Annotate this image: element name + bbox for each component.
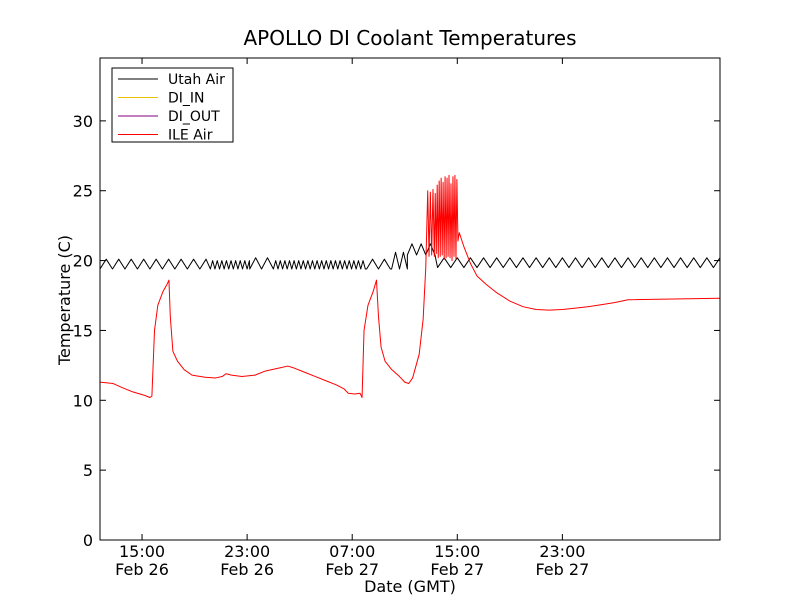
y-tick-label: 10 (73, 391, 93, 410)
legend-label: DI_IN (168, 91, 205, 107)
y-tick-label: 5 (83, 461, 93, 480)
x-axis-title: Date (GMT) (364, 577, 456, 596)
y-axis-title: Temperature (C) (55, 235, 74, 366)
legend-label: ILE Air (168, 128, 213, 144)
x-tick-label-time: 23:00 (539, 542, 585, 561)
x-tick-label-date: Feb 27 (325, 560, 379, 579)
series-line-utah-air (100, 243, 720, 270)
x-tick-label-date: Feb 27 (430, 560, 484, 579)
y-tick-label: 0 (83, 531, 93, 550)
legend-label: DI_OUT (168, 109, 220, 125)
y-tick-label: 20 (73, 252, 93, 271)
x-tick-label-date: Feb 27 (535, 560, 589, 579)
plot-area (100, 174, 720, 398)
plot-frame (99, 57, 721, 541)
legend-box (111, 67, 234, 143)
x-tick-label-time: 23:00 (224, 542, 270, 561)
x-tick-label-time: 07:00 (329, 542, 375, 561)
chart-title: APOLLO DI Coolant Temperatures (243, 26, 576, 50)
series-line-ile-air (100, 174, 720, 398)
legend: Utah Air DI_IN DI_OUT ILE Air (111, 67, 234, 144)
y-tick-label: 30 (73, 112, 93, 131)
x-tick-label-time: 15:00 (119, 542, 165, 561)
x-tick-label-date: Feb 26 (115, 560, 169, 579)
y-tick-label: 25 (73, 182, 93, 201)
x-tick-label-date: Feb 26 (220, 560, 274, 579)
legend-label: Utah Air (168, 72, 225, 88)
y-tick-label: 15 (73, 321, 93, 340)
x-tick-label-time: 15:00 (434, 542, 480, 561)
